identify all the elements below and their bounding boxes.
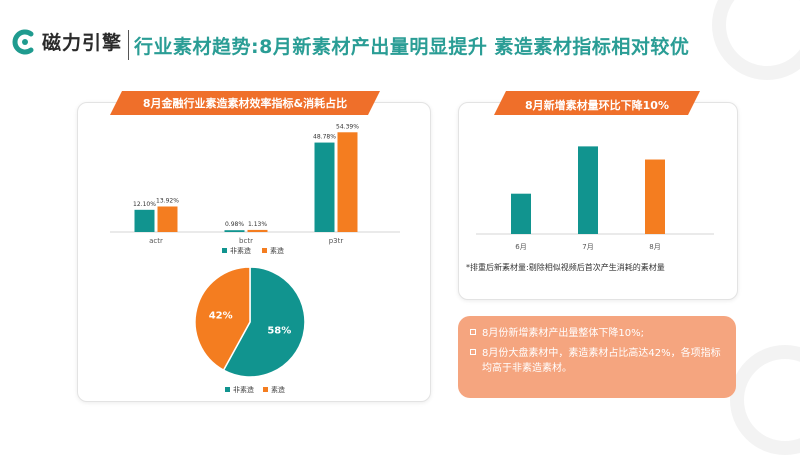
bar (247, 229, 268, 232)
bullet-square-icon (470, 349, 476, 355)
summary-box: 8月份新增素材产出量整体下降10%; 8月份大盘素材中，素造素材占比高达42%，… (458, 316, 736, 398)
decorative-circle (730, 345, 800, 455)
legend-swatch (222, 248, 227, 253)
legend-swatch (262, 248, 267, 253)
bar (134, 209, 155, 232)
logo-mark-icon (12, 29, 34, 54)
legend-swatch (263, 387, 268, 392)
bar (645, 159, 665, 234)
bar (224, 230, 245, 232)
share-pie-chart: 58% 42% 非素造 素造 (194, 266, 306, 394)
summary-text: 8月份新增素材产出量整体下降10%; (482, 328, 644, 339)
x-tick-label: p3tr (329, 237, 344, 245)
bar (511, 193, 531, 234)
pie-slice (194, 266, 251, 372)
logo-text: 磁力引擎 (42, 32, 123, 54)
data-label: 1.13% (248, 221, 267, 228)
x-tick-label: 7月 (582, 243, 593, 251)
x-tick-label: 6月 (515, 243, 526, 251)
pie-slice (222, 266, 306, 378)
header-divider (128, 30, 129, 60)
legend-label: 素造 (271, 385, 285, 394)
legend-label: 素造 (270, 246, 284, 255)
bar (578, 146, 598, 234)
efficiency-banner: 8月金融行业素造素材效率指标&消耗占比 (110, 91, 380, 115)
legend-label: 非素造 (233, 385, 254, 394)
x-tick-label: 8月 (649, 243, 660, 251)
pie-label: 58% (267, 326, 291, 337)
data-label: 0.98% (225, 221, 244, 228)
decorative-circle (712, 0, 800, 80)
summary-item: 8月份大盘素材中，素造素材占比高达42%，各项指标均高于非素造素材。 (470, 346, 724, 376)
new-material-bar-chart: 6月 7月 8月 (476, 146, 714, 251)
bar (157, 206, 178, 232)
bar (337, 132, 358, 232)
x-tick-label: bctr (239, 237, 253, 245)
efficiency-bar-chart: 12.10% 13.92% actr 0.98% 1.13% bctr 48.78%54.3… (110, 123, 400, 255)
legend-swatch (225, 387, 230, 392)
brand-logo: 磁力引擎 (12, 28, 122, 55)
data-label: 54.39% (336, 123, 359, 130)
legend-label: 非素造 (230, 246, 251, 255)
x-tick-label: actr (149, 237, 163, 245)
summary-text: 8月份大盘素材中，素造素材占比高达42%，各项指标均高于非素造素材。 (482, 348, 721, 374)
data-label: 12.10% (133, 201, 156, 208)
bullet-square-icon (470, 329, 476, 335)
new-material-banner: 8月新增素材量环比下降10% (494, 91, 700, 115)
data-label: 13.92% (156, 197, 179, 204)
page-title: 行业素材趋势:8月新素材产出量明显提升 素造素材指标相对较优 (134, 36, 690, 58)
footnote: *排重后新素材量:剔除相似视频后首次产生消耗的素材量 (466, 263, 665, 272)
pie-label: 42% (209, 310, 233, 321)
summary-item: 8月份新增素材产出量整体下降10%; (470, 326, 724, 341)
bar (314, 142, 335, 232)
data-label: 48.78% (313, 134, 336, 141)
